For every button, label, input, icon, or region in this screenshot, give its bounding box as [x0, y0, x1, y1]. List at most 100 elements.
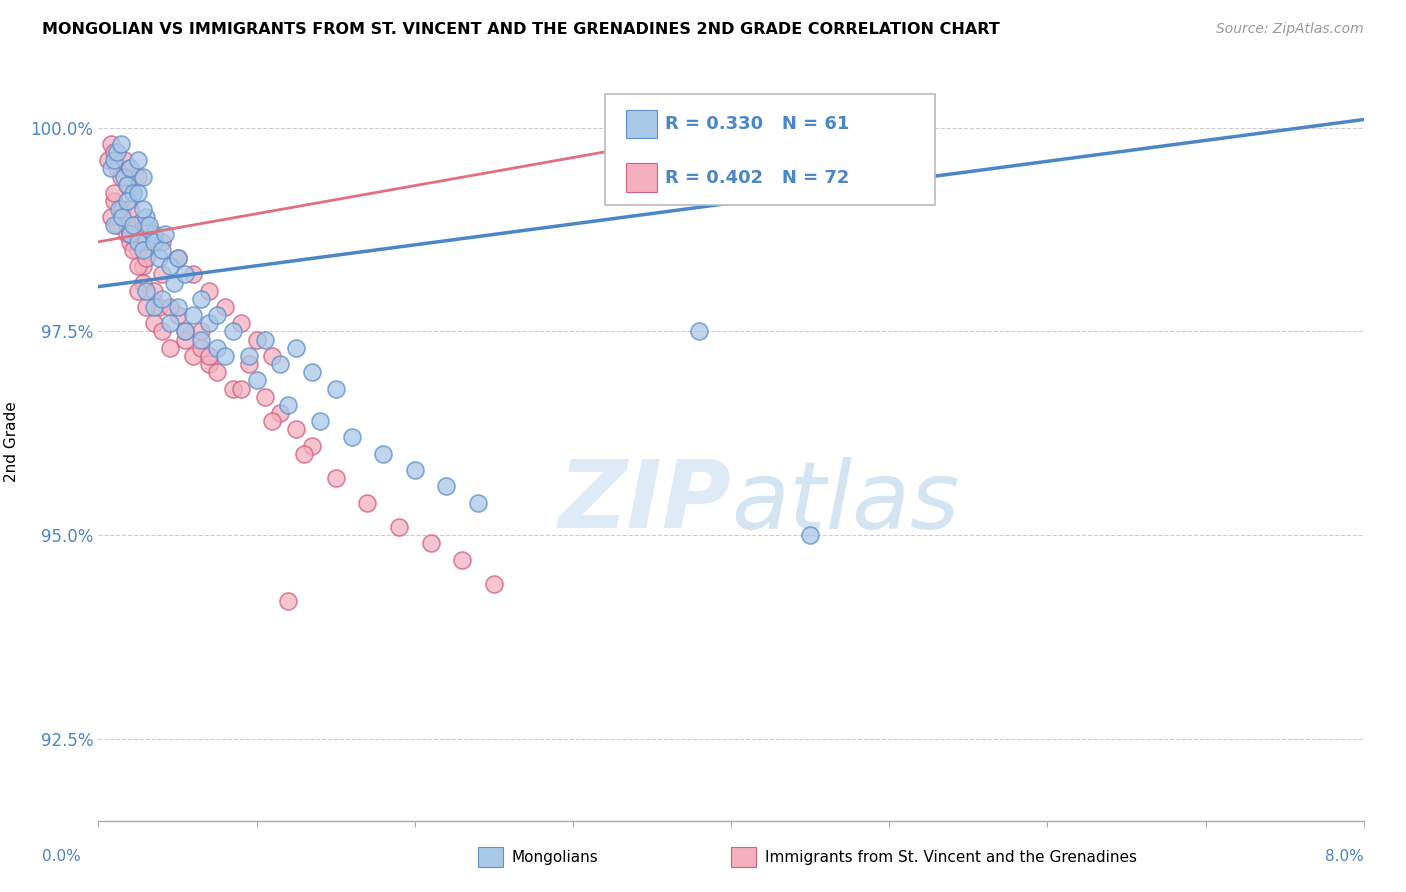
Point	[135, 251, 157, 265]
Point	[159, 341, 181, 355]
Point	[103, 219, 125, 233]
Point	[371, 447, 394, 461]
Point	[419, 536, 441, 550]
Point	[166, 300, 188, 314]
Point	[120, 227, 141, 241]
Point	[183, 268, 205, 282]
Point	[205, 365, 228, 379]
Point	[262, 414, 284, 428]
Text: MONGOLIAN VS IMMIGRANTS FROM ST. VINCENT AND THE GRENADINES 2ND GRADE CORRELATIO: MONGOLIAN VS IMMIGRANTS FROM ST. VINCENT…	[42, 22, 1000, 37]
Point	[174, 268, 197, 282]
Text: Immigrants from St. Vincent and the Grenadines: Immigrants from St. Vincent and the Gren…	[765, 850, 1137, 864]
Point	[198, 316, 221, 330]
Point	[120, 161, 141, 176]
Text: atlas: atlas	[731, 457, 959, 548]
Point	[799, 528, 821, 542]
Point	[135, 300, 157, 314]
Point	[183, 349, 205, 363]
Point	[166, 308, 188, 322]
Point	[269, 406, 291, 420]
Point	[110, 136, 132, 151]
Point	[148, 300, 170, 314]
Point	[127, 284, 149, 298]
Point	[107, 145, 129, 160]
Point	[111, 202, 134, 217]
Point	[103, 194, 125, 208]
Point	[451, 553, 474, 567]
Point	[159, 316, 181, 330]
Point	[262, 349, 284, 363]
Point	[112, 153, 135, 168]
Point	[120, 161, 141, 176]
Point	[309, 414, 332, 428]
Point	[205, 341, 228, 355]
Text: R = 0.330   N = 61: R = 0.330 N = 61	[665, 115, 849, 133]
Point	[166, 251, 188, 265]
Point	[111, 202, 134, 217]
Point	[132, 202, 155, 217]
Point	[190, 333, 212, 347]
Point	[103, 186, 125, 200]
Text: Source: ZipAtlas.com: Source: ZipAtlas.com	[1216, 22, 1364, 37]
Point	[127, 186, 149, 200]
Point	[122, 219, 145, 233]
Point	[135, 284, 157, 298]
Point	[190, 325, 212, 339]
Point	[340, 430, 363, 444]
Point	[120, 227, 141, 241]
Point	[97, 153, 120, 168]
Point	[214, 349, 236, 363]
Point	[238, 357, 260, 371]
Point	[150, 243, 173, 257]
Point	[120, 202, 141, 217]
Point	[190, 341, 212, 355]
Point	[277, 593, 299, 607]
Point	[688, 325, 710, 339]
Text: Mongolians: Mongolians	[512, 850, 599, 864]
Point	[198, 284, 221, 298]
Text: R = 0.402   N = 72: R = 0.402 N = 72	[665, 169, 849, 186]
Text: 8.0%: 8.0%	[1324, 849, 1364, 863]
Point	[150, 268, 173, 282]
Point	[205, 308, 228, 322]
Point	[174, 325, 197, 339]
Point	[107, 161, 129, 176]
Point	[436, 479, 458, 493]
Point	[142, 316, 165, 330]
Point	[246, 373, 269, 387]
Point	[222, 325, 245, 339]
Point	[122, 243, 145, 257]
Point	[159, 300, 181, 314]
Point	[325, 471, 347, 485]
Point	[150, 235, 173, 249]
Point	[135, 219, 157, 233]
Point	[100, 161, 122, 176]
Point	[120, 235, 141, 249]
Point	[292, 447, 315, 461]
Point	[174, 333, 197, 347]
Point	[153, 227, 176, 241]
Point	[166, 251, 188, 265]
Point	[229, 316, 252, 330]
Point	[222, 382, 245, 396]
Point	[159, 259, 181, 273]
Point	[115, 194, 138, 208]
Point	[285, 341, 308, 355]
Point	[107, 219, 129, 233]
Point	[246, 333, 269, 347]
Point	[115, 178, 138, 192]
Point	[111, 211, 134, 225]
Point	[100, 211, 122, 225]
Point	[115, 178, 138, 192]
Point	[138, 219, 160, 233]
Point	[301, 365, 323, 379]
Point	[269, 357, 291, 371]
Point	[190, 292, 212, 306]
Point	[198, 357, 221, 371]
Point	[325, 382, 347, 396]
Point	[108, 202, 131, 217]
Point	[135, 211, 157, 225]
Point	[301, 439, 323, 453]
Point	[253, 390, 276, 404]
Point	[127, 243, 149, 257]
